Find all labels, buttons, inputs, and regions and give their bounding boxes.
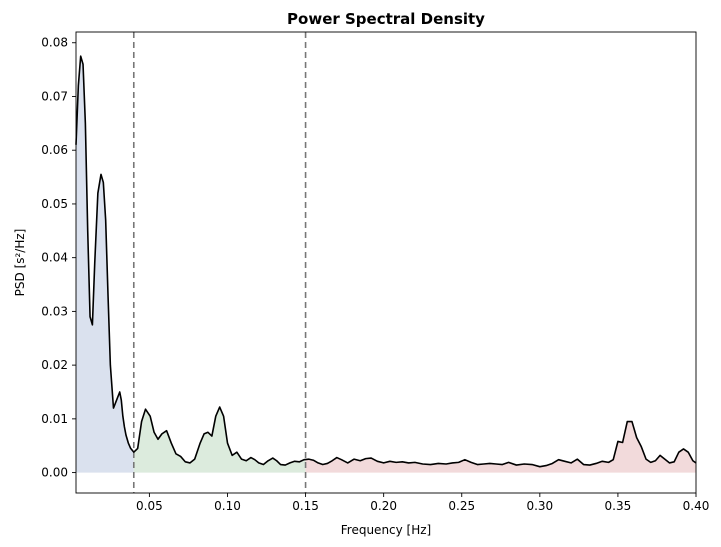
band-boundary-lines [132, 32, 307, 493]
y-tick-label: 0.01 [41, 412, 68, 426]
x-axis-ticks: 0.05 0.10 0.15 0.20 0.25 0.30 0.35 0.40 [136, 493, 709, 513]
x-tick-label: 0.30 [526, 499, 553, 513]
x-axis-label: Frequency [Hz] [341, 523, 432, 537]
y-tick-label: 0.03 [41, 304, 68, 318]
y-tick-label: 0.08 [41, 36, 68, 50]
x-tick-label: 0.15 [292, 499, 319, 513]
y-tick-label: 0.00 [41, 466, 68, 480]
y-tick-label: 0.02 [41, 358, 68, 372]
x-tick-label: 0.10 [214, 499, 241, 513]
band-fill-2 [133, 407, 306, 473]
x-tick-label: 0.25 [448, 499, 475, 513]
x-tick-label: 0.35 [605, 499, 632, 513]
frequency-bands [76, 56, 696, 473]
y-tick-label: 0.04 [41, 251, 68, 265]
x-tick-label: 0.05 [136, 499, 163, 513]
x-tick-label: 0.20 [370, 499, 397, 513]
band-fill-3 [305, 421, 696, 473]
plot-frame [75, 31, 697, 494]
band-fill-1 [76, 56, 134, 473]
y-tick-label: 0.06 [41, 143, 68, 157]
chart-title: Power Spectral Density [287, 10, 485, 28]
x-tick-label: 0.40 [683, 499, 710, 513]
y-axis-label: PSD [s²/Hz] [13, 229, 27, 297]
psd-series [75, 55, 697, 468]
y-axis-ticks: 0.00 0.01 0.02 0.03 0.04 0.05 0.06 0.07 0.08 [41, 36, 76, 480]
y-tick-label: 0.05 [41, 197, 68, 211]
psd-line [75, 55, 697, 468]
y-tick-label: 0.07 [41, 89, 68, 103]
